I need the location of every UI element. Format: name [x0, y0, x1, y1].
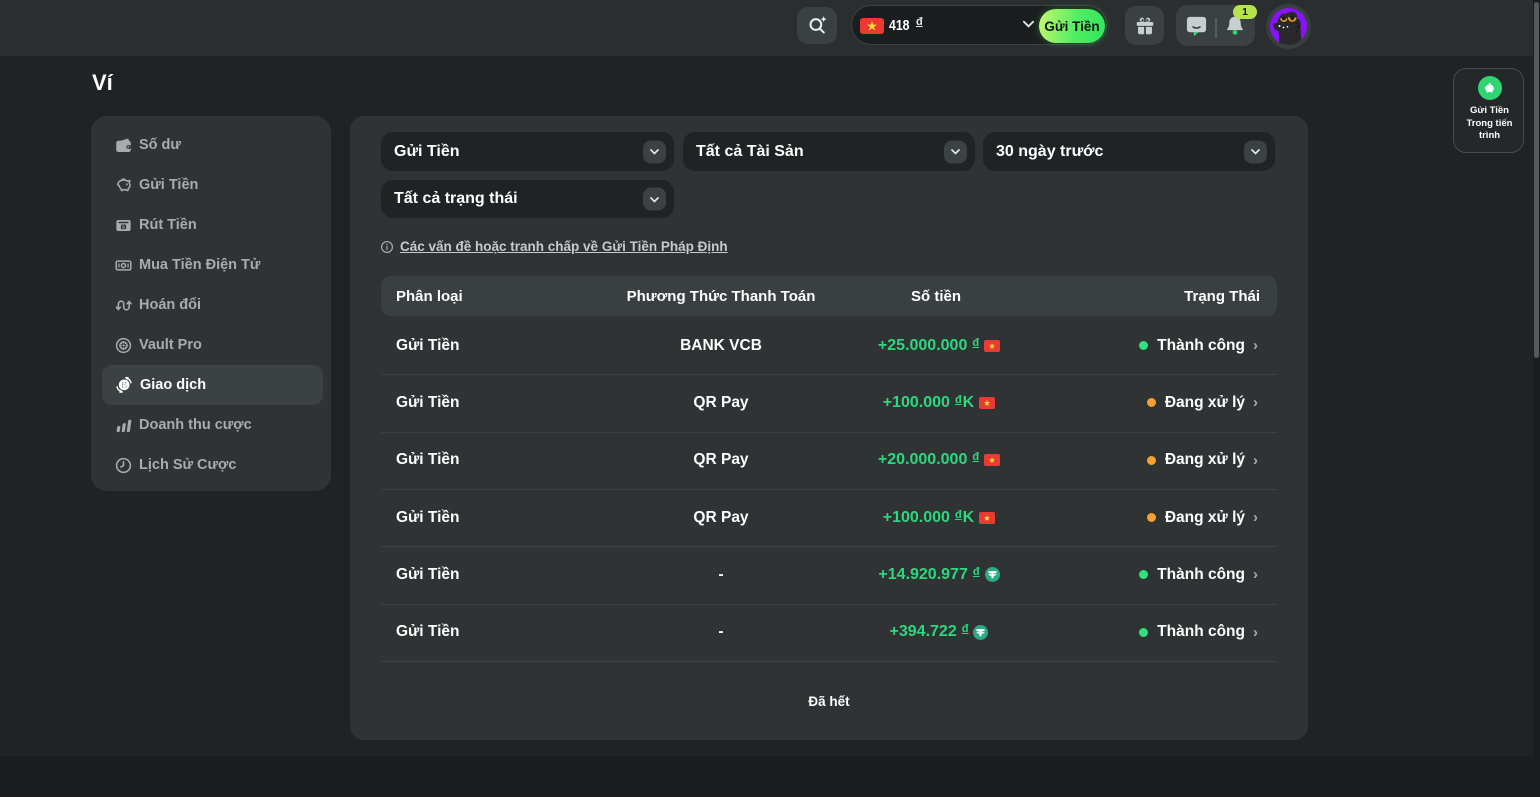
svg-text:$: $ [122, 224, 125, 229]
svg-text:B: B [121, 380, 127, 390]
